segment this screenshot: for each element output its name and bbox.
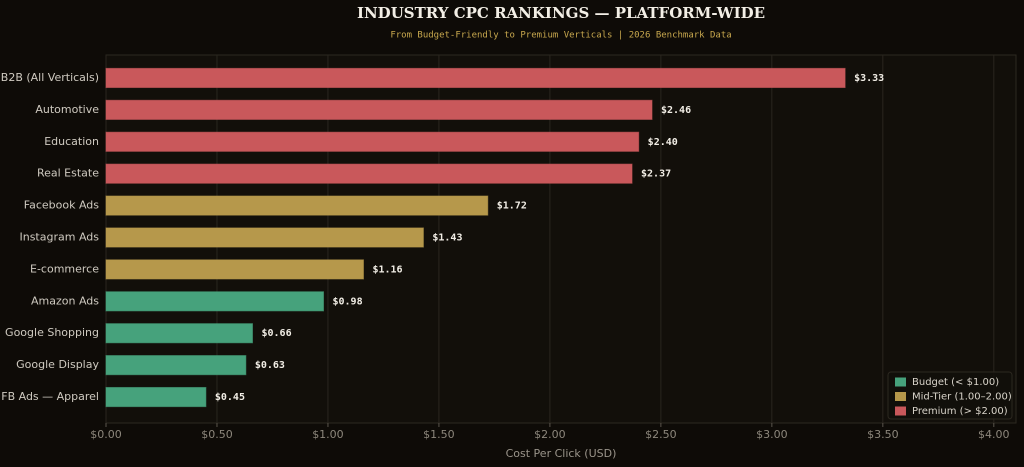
bar — [105, 99, 653, 120]
bar — [105, 259, 364, 280]
x-tick-label: $0.50 — [201, 428, 233, 441]
value-label: $1.43 — [432, 233, 462, 244]
value-label: $1.72 — [497, 201, 527, 212]
legend-swatch — [895, 377, 906, 387]
value-label: $0.66 — [261, 328, 291, 339]
y-tick-label: B2B (All Verticals) — [1, 71, 99, 84]
x-tick-label: $2.50 — [645, 428, 677, 441]
chart-title: INDUSTRY CPC RANKINGS — PLATFORM-WIDE — [357, 4, 765, 22]
value-label: $2.37 — [641, 169, 671, 180]
x-tick-label: $0.00 — [90, 428, 122, 441]
bar — [105, 131, 640, 152]
y-tick-label: E-commerce — [30, 262, 99, 275]
y-tick-label: FB Ads — Apparel — [1, 390, 99, 403]
legend-label: Premium (> $2.00) — [912, 406, 1008, 417]
value-label: $1.16 — [372, 264, 402, 275]
x-tick-label: $2.00 — [534, 428, 566, 441]
y-tick-label: Facebook Ads — [24, 199, 99, 212]
x-tick-label: $3.50 — [867, 428, 899, 441]
bar — [105, 227, 424, 248]
chart-subtitle: From Budget-Friendly to Premium Vertical… — [390, 31, 731, 41]
legend-box — [887, 371, 1013, 420]
legend-swatch — [895, 406, 906, 416]
x-tick-label: $3.00 — [756, 428, 788, 441]
bar — [105, 163, 633, 184]
y-tick-label: Automotive — [35, 103, 99, 116]
x-tick-label: $4.00 — [978, 428, 1010, 441]
y-tick-label: Real Estate — [37, 167, 99, 180]
value-label: $0.63 — [255, 360, 285, 371]
bar — [105, 195, 489, 216]
legend: Budget (< $1.00) Mid-Tier (1.00–2.00) Prem… — [887, 371, 1013, 420]
bar — [105, 67, 846, 89]
bar — [105, 355, 247, 376]
x-tick-label: $1.50 — [423, 428, 455, 441]
x-axis-label: Cost Per Click (USD) — [506, 447, 617, 460]
legend-label: Mid-Tier (1.00–2.00) — [912, 392, 1012, 403]
y-tick-label: Amazon Ads — [31, 294, 99, 307]
legend-label: Budget (< $1.00) — [912, 377, 999, 388]
value-label: $3.33 — [854, 73, 884, 84]
value-label: $2.40 — [648, 137, 678, 148]
value-label: $0.98 — [333, 296, 363, 307]
bars: B2B (All Verticals) Automotive Education Re… — [1, 67, 884, 408]
legend-swatch — [895, 392, 906, 401]
x-tick-label: $1.00 — [312, 428, 344, 441]
y-tick-label: Instagram Ads — [19, 231, 99, 244]
bar — [105, 386, 207, 408]
bar — [105, 323, 253, 344]
y-tick-label: Google Shopping — [5, 326, 99, 339]
value-label: $2.46 — [661, 105, 691, 116]
bar — [105, 291, 325, 312]
y-tick-label: Google Display — [16, 358, 99, 371]
value-label: $0.45 — [215, 392, 245, 403]
y-tick-label: Education — [44, 135, 99, 148]
